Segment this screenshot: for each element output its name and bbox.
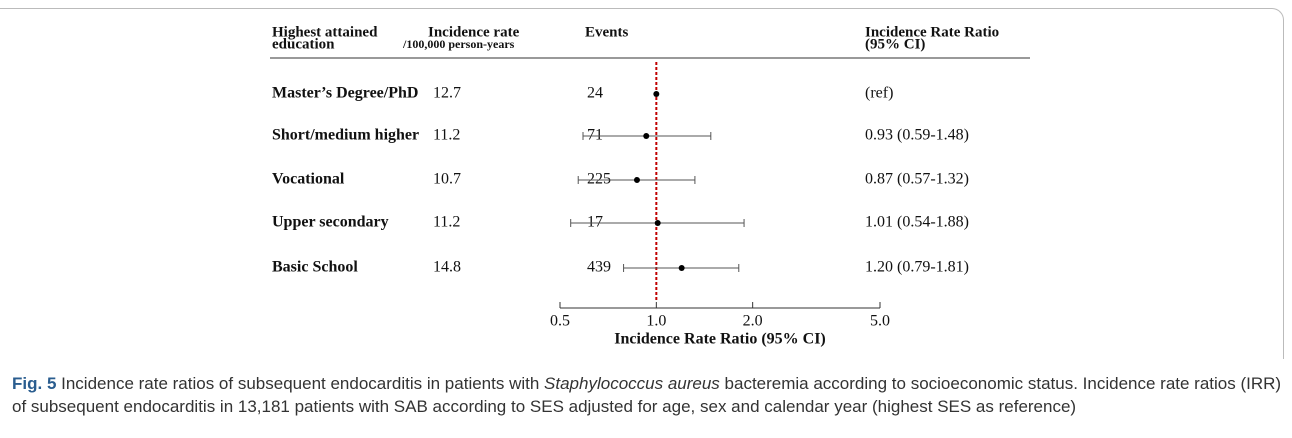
incidence-rate: 10.7 (433, 171, 461, 188)
row-label: Vocational (272, 171, 345, 188)
x-tick-label: 5.0 (870, 313, 890, 330)
events: 17 (587, 214, 603, 231)
events: 71 (587, 127, 603, 144)
column-header: education (272, 36, 335, 52)
irr-label: 1.01 (0.54-1.88) (865, 214, 969, 231)
point-estimate (653, 91, 660, 97)
point-estimate (633, 177, 640, 183)
row-label: Short/medium higher (272, 127, 419, 144)
row-label: Basic School (272, 259, 358, 276)
column-header: Incidence rate (428, 24, 520, 40)
figure-frame (0, 8, 1284, 359)
caption-label: Fig. 5 (12, 374, 57, 393)
column-header: Highest attained (272, 24, 378, 40)
point-estimate (643, 133, 650, 139)
irr-label: 1.20 (0.79-1.81) (865, 259, 969, 276)
x-tick-label: 2.0 (743, 313, 763, 330)
caption: Fig. 5 Incidence rate ratios of subseque… (12, 372, 1282, 418)
events: 225 (587, 171, 611, 188)
caption-italic: Staphylococcus aureus (544, 374, 720, 393)
events: 24 (587, 85, 603, 102)
column-header: Events (585, 24, 629, 40)
caption-text: bacteremia according to socioeconomic st… (12, 374, 1282, 416)
x-tick-label: 1.0 (646, 313, 666, 330)
incidence-rate: 11.2 (433, 214, 460, 231)
incidence-rate: 14.8 (433, 259, 461, 276)
x-tick-label: 0.5 (550, 313, 570, 330)
irr-label: 0.87 (0.57-1.32) (865, 171, 969, 188)
column-header: (95% CI) (865, 36, 925, 52)
column-header: Incidence Rate Ratio (865, 24, 999, 40)
point-estimate (678, 265, 685, 271)
point-estimate (654, 220, 661, 226)
irr-label: (ref) (865, 85, 893, 102)
x-axis-label: Incidence Rate Ratio (95% CI) (614, 331, 826, 348)
events: 439 (587, 259, 611, 276)
caption-text: Incidence rate ratios of subsequent endo… (56, 374, 545, 393)
irr-label: 0.93 (0.59-1.48) (865, 127, 969, 144)
row-label: Master’s Degree/PhD (272, 85, 418, 102)
row-label: Upper secondary (272, 214, 389, 231)
incidence-rate: 11.2 (433, 127, 460, 144)
incidence-rate: 12.7 (433, 85, 461, 102)
column-header: /100,000 person-years (402, 37, 515, 51)
